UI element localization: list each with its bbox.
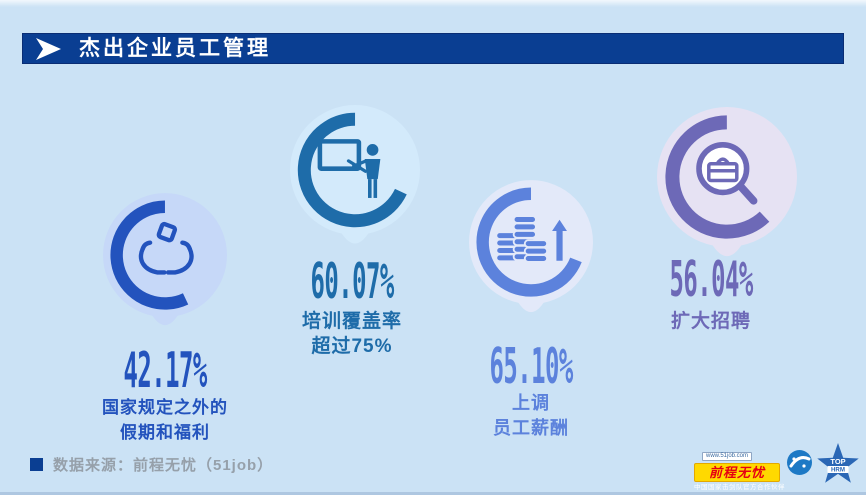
stat-text-welfare: 42.17% 国家规定之外的 假期和福利	[55, 341, 275, 445]
stat-caption-line: 员工薪酬	[493, 418, 569, 438]
donut-arc	[110, 200, 220, 310]
logo-51job: www.51job.com 前程无忧 中国国家击剑队官方合作伙伴	[694, 444, 785, 492]
coin-stack-raise-icon	[495, 215, 567, 263]
source-bullet-square	[30, 458, 43, 471]
stat-value: 60.07%	[310, 252, 394, 310]
stat-value: 56.04%	[669, 250, 753, 308]
stat-caption-line: 国家规定之外的	[102, 398, 228, 417]
donut-arc	[665, 115, 789, 239]
stat-caption-line: 培训覆盖率	[301, 311, 402, 332]
stat-text-recruiting: 56.04% 扩大招聘	[611, 250, 811, 334]
51job-globe-logo	[786, 449, 813, 481]
stat-bubble	[103, 193, 227, 326]
stat-text-training: 60.07% 培训覆盖率 超过75%	[252, 252, 452, 359]
top-hrm-hrm-label: HRM	[831, 467, 845, 474]
stat-caption-line: 上调	[512, 393, 550, 413]
stat-text-salary: 65.10% 上调 员工薪酬	[431, 337, 631, 441]
magnifier-briefcase-icon	[696, 142, 758, 205]
page-title: 杰出企业员工管理	[79, 37, 271, 60]
top-hrm-top-label: TOP	[830, 457, 845, 466]
stat-column-recruiting	[657, 107, 797, 275]
stat-value: 65.10%	[489, 337, 573, 395]
stat-bubble	[657, 107, 797, 257]
header-banner: 杰出企业员工管理	[22, 33, 844, 64]
stat-value: 42.17%	[123, 341, 207, 399]
stat-caption-line: 超过75%	[311, 336, 393, 357]
stat-column-salary	[469, 180, 593, 329]
chevron-right-icon	[36, 37, 61, 60]
stat-bubble	[290, 105, 420, 244]
stat-bubble	[469, 180, 593, 313]
51job-slogan: 中国国家击剑队官方合作伙伴	[694, 484, 785, 491]
stat-column-training	[290, 105, 420, 261]
51job-brand-wordmark: 前程无忧	[694, 463, 780, 482]
hands-gift-icon	[138, 221, 194, 275]
top-hrm-star-logo: TOP HRM	[816, 442, 860, 494]
stat-caption-line: 扩大招聘	[670, 311, 751, 332]
trainer-presentation-icon	[317, 139, 381, 198]
stat-column-welfare	[103, 193, 227, 342]
51job-url-tag: www.51job.com	[701, 452, 753, 461]
data-source-label: 数据来源：前程无忧（51job）	[53, 457, 274, 474]
donut-arc	[297, 112, 413, 228]
stat-caption-line: 假期和福利	[120, 423, 210, 442]
data-source-row: 数据来源：前程无忧（51job）	[30, 454, 273, 475]
